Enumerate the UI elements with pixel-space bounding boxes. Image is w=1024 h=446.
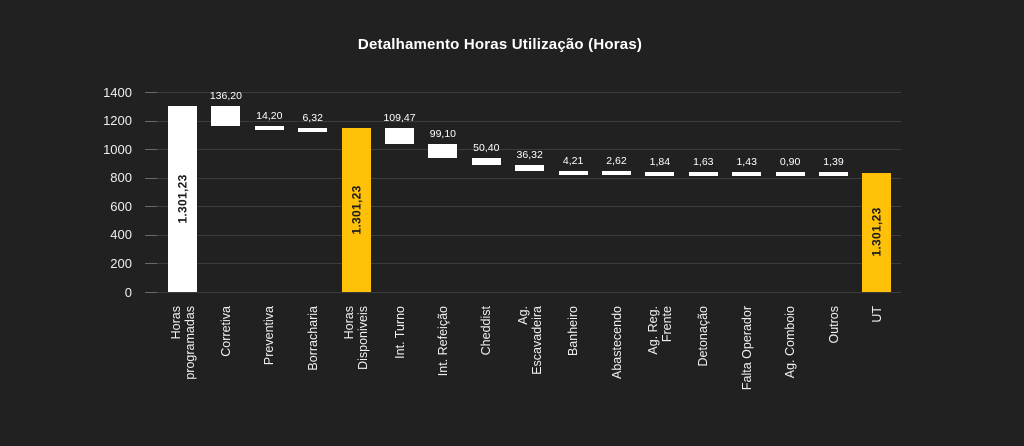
x-axis-label-text: Outros — [826, 306, 841, 344]
y-axis-label: 400 — [110, 227, 132, 243]
gridline — [145, 177, 901, 179]
x-axis-label-text: UT — [869, 306, 884, 323]
y-axis-label: 1200 — [103, 113, 132, 129]
bar-int-turno[interactable] — [385, 128, 414, 145]
x-axis-label-text: Int. Refeição — [435, 306, 450, 377]
bar-banheiro[interactable] — [558, 170, 588, 175]
bar-horas-disponiveis[interactable] — [341, 128, 371, 292]
x-axis-label-text: Ag. Reg. Frente — [645, 306, 674, 355]
x-axis-label-text: Horas programadas — [168, 306, 197, 380]
bar-horas-programadas[interactable] — [168, 106, 197, 292]
bar-value-label: 1,84 — [649, 155, 671, 168]
bar-ag-reg-frente[interactable] — [645, 171, 675, 176]
gridline — [145, 206, 901, 208]
bar-value-label: 136,20 — [209, 90, 242, 103]
bar-value-label: 50,40 — [473, 142, 500, 155]
y-axis-tick — [145, 120, 157, 122]
y-axis-label: 1000 — [103, 141, 132, 157]
bar-corretiva[interactable] — [211, 106, 241, 126]
y-axis-tick — [145, 92, 157, 93]
x-axis-label-text: Banheiro — [566, 306, 581, 357]
bar-cheddist[interactable] — [471, 158, 501, 166]
bar-outros[interactable] — [819, 172, 848, 177]
y-axis-tick — [145, 234, 157, 236]
y-axis-tick — [145, 292, 157, 293]
y-axis-label: 800 — [110, 170, 132, 186]
y-axis-tick — [145, 177, 157, 179]
bar-ag-comboio[interactable] — [775, 172, 805, 177]
gridline — [145, 263, 901, 265]
gridline — [145, 92, 901, 93]
y-axis-label: 600 — [110, 198, 132, 214]
x-axis-label-text: Preventiva — [262, 306, 277, 366]
x-axis-label-text: Borracharia — [305, 306, 320, 371]
bar-borracharia[interactable] — [298, 127, 328, 132]
bar-value-label: 0,90 — [779, 156, 801, 169]
bar-value-label: 4,21 — [562, 154, 584, 167]
bar-detonacao[interactable] — [688, 171, 718, 176]
y-axis-label: 200 — [110, 255, 132, 271]
bar-falta-operador[interactable] — [732, 172, 762, 177]
y-axis-tick — [145, 263, 157, 265]
y-axis-tick — [145, 149, 157, 151]
x-axis-label-text: Abastecendo — [609, 306, 624, 379]
bar-int-refeicao[interactable] — [428, 144, 458, 159]
chart-title: Detalhamento Horas Utilização (Horas) — [357, 36, 643, 53]
gridline — [145, 234, 901, 236]
bar-value-label: 1,43 — [736, 156, 757, 169]
x-axis-label-text: Int. Turno — [392, 306, 407, 359]
x-axis-label-text: Ag. Escavadeira — [515, 306, 544, 375]
x-axis-label-text: Cheddist — [479, 306, 494, 356]
x-axis-label-text: Falta Operador — [739, 306, 754, 391]
x-axis-label-text: Ag. Comboio — [783, 306, 798, 379]
x-axis-label-text: Corretiva — [218, 306, 233, 357]
bar-ut[interactable] — [862, 172, 892, 292]
y-axis-label: 0 — [124, 284, 132, 300]
bar-value-label: 36,32 — [516, 149, 543, 162]
x-axis-label-text: Horas Disponiveis — [342, 306, 371, 370]
x-axis-label-text: Detonação — [696, 306, 711, 367]
gridline — [145, 120, 901, 122]
bar-value-label: 109,47 — [383, 112, 416, 125]
bar-value-label: 99,10 — [429, 128, 457, 141]
y-axis-label: 1400 — [103, 84, 132, 100]
gridline — [145, 149, 901, 151]
gridline — [145, 292, 901, 293]
bar-preventiva[interactable] — [254, 125, 284, 130]
bar-value-label: 14,20 — [256, 109, 283, 122]
bar-value-label: 6,32 — [302, 111, 323, 124]
y-axis-tick — [145, 206, 157, 208]
bar-value-label: 1,39 — [823, 156, 844, 169]
bar-value-label: 2,62 — [606, 155, 627, 168]
bar-value-label: 1,63 — [693, 155, 714, 168]
bar-ag-escavadeira[interactable] — [515, 165, 545, 171]
bar-abastecendo[interactable] — [602, 171, 631, 176]
